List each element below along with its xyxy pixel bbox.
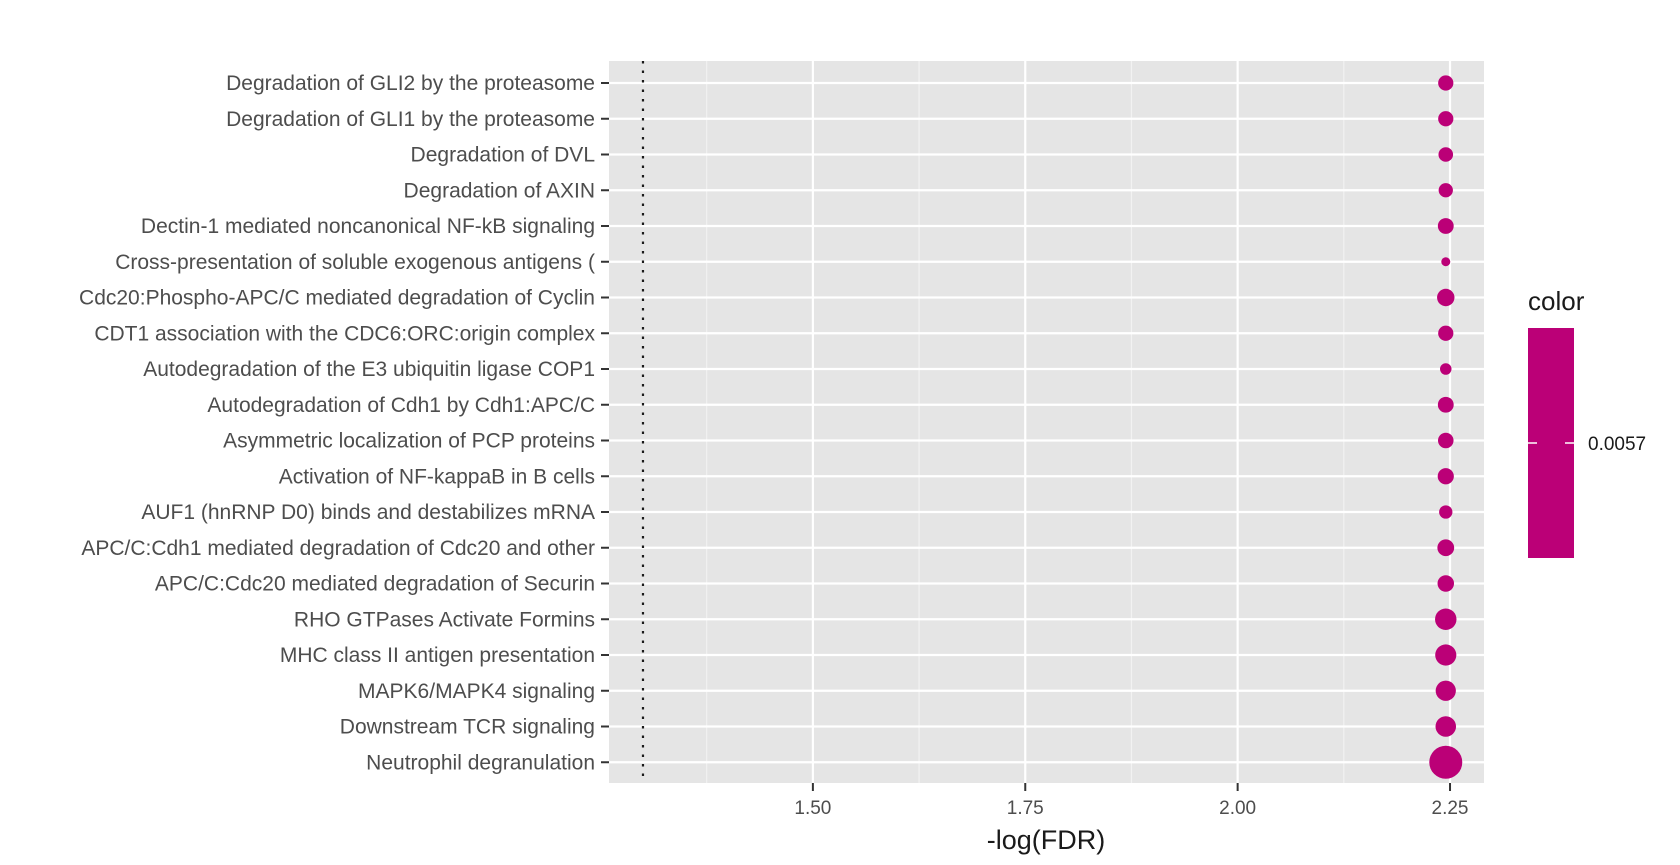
y-tick-label: Activation of NF-kappaB in B cells [279, 465, 595, 488]
legend-label: 0.0057 [1588, 434, 1646, 455]
y-tick-label: Cdc20:Phospho-APC/C mediated degradation… [79, 287, 595, 310]
y-tick-label: Asymmetric localization of PCP proteins [223, 430, 595, 453]
data-points [1429, 75, 1463, 779]
y-tick-label: MHC class II antigen presentation [280, 644, 595, 667]
data-point [1435, 716, 1457, 737]
y-tick-label: Autodegradation of Cdh1 by Cdh1:APC/C [207, 394, 595, 417]
data-point [1435, 680, 1456, 701]
y-tick-label: Neutrophil degranulation [366, 751, 595, 774]
data-point [1437, 539, 1455, 557]
x-tick-label: 1.75 [1007, 798, 1044, 819]
y-tick-label: RHO GTPases Activate Formins [294, 608, 595, 631]
data-point [1441, 257, 1451, 267]
data-point [1438, 75, 1454, 91]
y-tick-label: Degradation of DVL [411, 144, 595, 167]
data-point [1437, 218, 1454, 234]
color-legend: color 0.0057 [1528, 286, 1646, 558]
y-tick-label: Cross-presentation of soluble exogenous … [115, 251, 595, 274]
x-tick-label: 1.50 [794, 798, 831, 819]
y-tick-label: MAPK6/MAPK4 signaling [358, 680, 595, 703]
data-point [1435, 608, 1457, 630]
y-tick-label: Degradation of AXIN [404, 179, 595, 202]
y-tick-label: CDT1 association with the CDC6:ORC:origi… [94, 322, 595, 345]
data-point [1437, 575, 1455, 592]
panel-background [609, 61, 1484, 783]
x-tick-labels: 1.50 1.75 2.00 2.25 [794, 798, 1468, 819]
y-tick-label: APC/C:Cdh1 mediated degradation of Cdc20… [81, 537, 595, 560]
y-tick-labels: Degradation of GLI2 by the proteasome Deg… [79, 72, 595, 774]
x-tick-marks [811, 783, 1452, 791]
y-tick-label: Degradation of GLI1 by the proteasome [226, 108, 595, 131]
y-tick-label: APC/C:Cdc20 mediated degradation of Secu… [155, 573, 595, 596]
data-point [1438, 111, 1454, 127]
major-gridlines [609, 61, 1484, 783]
data-point [1429, 745, 1463, 779]
x-tick-label: 2.25 [1432, 798, 1469, 819]
data-point [1438, 325, 1454, 341]
data-point [1438, 147, 1454, 162]
y-tick-label: Degradation of GLI2 by the proteasome [226, 72, 595, 95]
data-point [1437, 468, 1454, 485]
data-point [1437, 432, 1454, 449]
minor-gridlines [706, 61, 1345, 783]
data-point [1437, 288, 1455, 307]
data-point [1438, 183, 1453, 198]
data-point [1437, 396, 1454, 413]
y-tick-marks [601, 82, 609, 764]
data-point [1440, 363, 1452, 375]
data-point [1439, 505, 1453, 519]
x-axis-title: -log(FDR) [987, 825, 1106, 855]
x-tick-label: 2.00 [1219, 798, 1256, 819]
legend-title: color [1528, 286, 1585, 316]
data-point [1435, 644, 1457, 666]
y-tick-label: Autodegradation of the E3 ubiquitin liga… [143, 358, 595, 381]
y-tick-label: Dectin-1 mediated noncanonical NF-kB sig… [141, 215, 595, 238]
y-tick-label: AUF1 (hnRNP D0) binds and destabilizes m… [141, 501, 595, 524]
y-tick-label: Downstream TCR signaling [340, 716, 595, 739]
